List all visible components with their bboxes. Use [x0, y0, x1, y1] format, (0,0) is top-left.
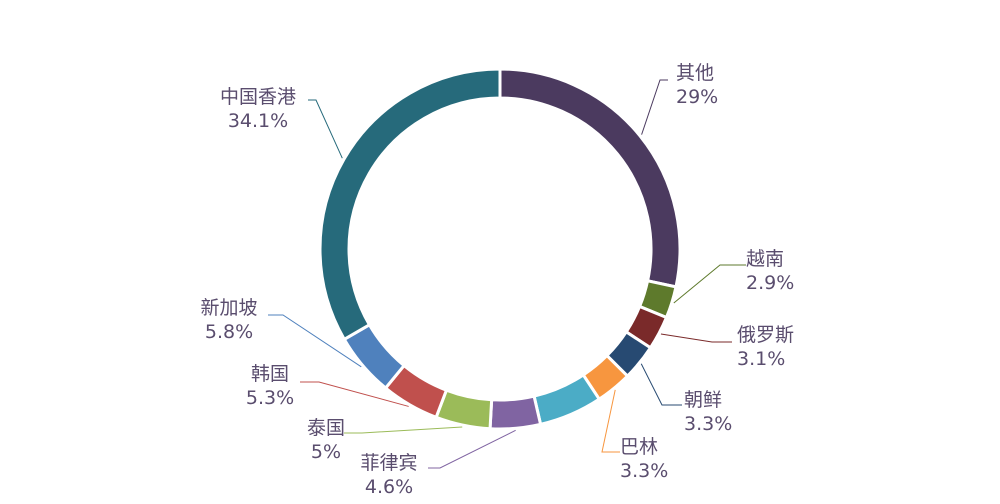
donut-slice-6[interactable] [488, 394, 543, 431]
donut-slice-10[interactable] [318, 67, 502, 342]
leader-line-0 [641, 79, 668, 135]
leader-line-2 [660, 333, 732, 343]
slice-label-8: 韩国 [251, 363, 289, 385]
leader-line-4 [601, 389, 620, 453]
slice-label-9: 新加坡 [200, 297, 257, 319]
slice-value-label-0: 29% [676, 86, 718, 108]
leader-line-6 [428, 429, 516, 469]
slice-label-3: 朝鲜 [684, 389, 722, 411]
slice-value-label-7: 5% [311, 441, 341, 463]
slice-label-6: 菲律宾 [360, 452, 417, 474]
leader-line-1 [673, 264, 746, 304]
slice-value-label-2: 3.1% [737, 348, 785, 370]
leader-line-3 [640, 363, 682, 406]
slice-value-label-9: 5.8% [205, 321, 253, 343]
slice-value-label-4: 3.3% [620, 460, 668, 482]
slice-value-label-6: 4.6% [365, 476, 413, 498]
slice-label-10: 中国香港 [220, 86, 296, 108]
slice-value-label-1: 2.9% [746, 272, 794, 294]
donut-slices [318, 67, 682, 431]
leader-line-10 [308, 99, 343, 159]
slice-value-label-3: 3.3% [684, 413, 732, 435]
slice-label-2: 俄罗斯 [737, 324, 794, 346]
slice-value-label-8: 5.3% [246, 387, 294, 409]
slice-labels: 其他29%越南2.9%俄罗斯3.1%朝鲜3.3%巴林3.3%菲律宾4.6%泰国5… [200, 62, 794, 498]
leader-lines [268, 79, 746, 469]
slice-label-4: 巴林 [620, 436, 658, 458]
leader-line-7 [344, 426, 463, 434]
slice-label-7: 泰国 [307, 417, 345, 439]
slice-label-1: 越南 [746, 248, 784, 270]
slice-value-label-10: 34.1% [228, 110, 288, 132]
leader-line-8 [300, 381, 409, 407]
donut-slice-5[interactable] [532, 372, 602, 427]
leader-line-9 [268, 314, 362, 368]
slice-label-0: 其他 [676, 62, 714, 84]
